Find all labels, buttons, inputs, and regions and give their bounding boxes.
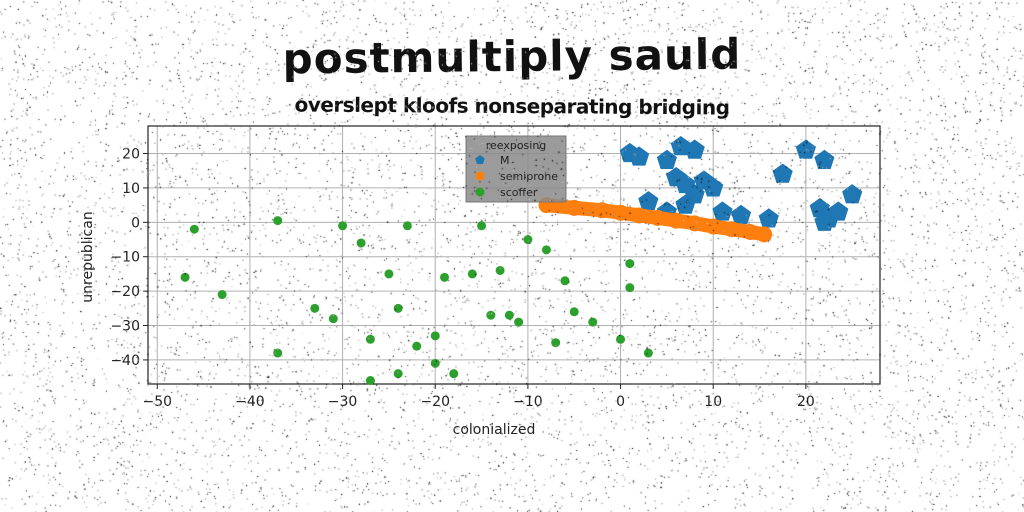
data-point [514, 317, 524, 327]
data-point [566, 199, 583, 216]
legend-label: M [500, 154, 510, 167]
data-point [393, 369, 403, 379]
x-tick-label: −10 [513, 394, 543, 410]
data-point [594, 202, 611, 219]
data-point [495, 265, 505, 275]
data-point [440, 272, 450, 282]
data-point [643, 348, 653, 358]
data-point [430, 358, 440, 368]
data-point [402, 221, 412, 231]
data-point [356, 238, 366, 248]
data-point [723, 221, 740, 238]
data-point [523, 235, 533, 245]
y-tick-label: −40 [110, 353, 140, 369]
data-point [393, 303, 403, 313]
data-point [338, 221, 348, 231]
x-tick-label: 10 [704, 394, 722, 410]
data-point [180, 272, 190, 282]
y-tick-label: 0 [131, 215, 140, 231]
x-tick-label: −40 [235, 394, 265, 410]
y-tick-label: −20 [110, 284, 140, 300]
legend-label: scoffer [500, 186, 538, 199]
data-point [486, 310, 496, 320]
x-axis-label: colonialized [453, 422, 536, 438]
data-point [756, 226, 773, 243]
data-point [412, 341, 422, 351]
data-point [551, 338, 561, 348]
data-point [449, 369, 459, 379]
y-axis-label: unrepublican [80, 211, 96, 302]
data-point [649, 209, 666, 226]
data-point [365, 334, 375, 344]
data-point [625, 259, 635, 269]
data-point [631, 207, 648, 224]
y-tick-label: −30 [110, 319, 140, 335]
data-point [686, 215, 703, 232]
legend-title: reexposing [486, 139, 547, 152]
data-point [504, 310, 514, 320]
data-point [217, 290, 227, 300]
legend-label: semiprone [500, 170, 558, 183]
data-point [365, 376, 375, 386]
data-point [569, 307, 579, 317]
legend-marker [475, 171, 485, 181]
x-tick-label: −50 [142, 394, 172, 410]
data-point [625, 283, 635, 293]
data-point [273, 348, 283, 358]
data-point [430, 331, 440, 341]
data-point [560, 276, 570, 286]
x-tick-label: −30 [328, 394, 358, 410]
data-point [310, 303, 320, 313]
x-tick-label: 0 [616, 394, 625, 410]
plot-area: −50 −40 −30 −20 −10 0 10 20 −40 −30 −20 −10 0 10 20 col… [80, 125, 881, 438]
data-point [742, 223, 759, 240]
data-point [705, 218, 722, 235]
data-point [273, 216, 283, 226]
y-tick-label: 20 [122, 147, 140, 163]
y-tick-label: 10 [122, 181, 140, 197]
data-point [477, 221, 487, 231]
data-point [467, 269, 477, 279]
data-point [328, 314, 338, 324]
data-point [668, 212, 685, 229]
legend-marker [475, 187, 485, 197]
x-tick-label: −20 [420, 394, 450, 410]
x-tick-label: 20 [797, 394, 815, 410]
data-point [616, 334, 626, 344]
data-point [612, 204, 629, 221]
data-point [384, 269, 394, 279]
data-point [588, 317, 598, 327]
data-point [541, 245, 551, 255]
data-point [189, 224, 199, 234]
y-tick-label: −10 [110, 250, 140, 266]
